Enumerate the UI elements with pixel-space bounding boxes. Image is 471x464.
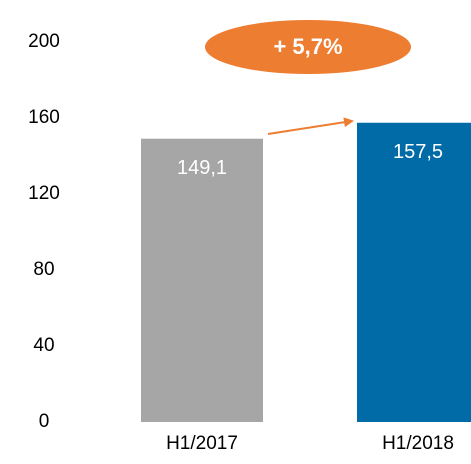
x-tick-label: H1/2018 (382, 433, 454, 454)
y-tick-label: 120 (28, 183, 60, 204)
growth-arrow (267, 117, 354, 135)
value-label: 149,1 (177, 157, 227, 179)
x-tick-label: H1/2017 (166, 433, 238, 454)
y-tick-label: 0 (39, 411, 50, 432)
value-label: 157,5 (393, 141, 443, 163)
y-tick-label: 40 (33, 335, 54, 356)
bar (357, 122, 471, 422)
bar (141, 138, 263, 422)
y-tick-label: 160 (28, 107, 60, 128)
y-tick-label: 200 (28, 31, 60, 52)
annotation-badge (205, 20, 411, 74)
y-tick-label: 80 (33, 259, 54, 280)
annotation: + 5,7% (273, 34, 342, 59)
